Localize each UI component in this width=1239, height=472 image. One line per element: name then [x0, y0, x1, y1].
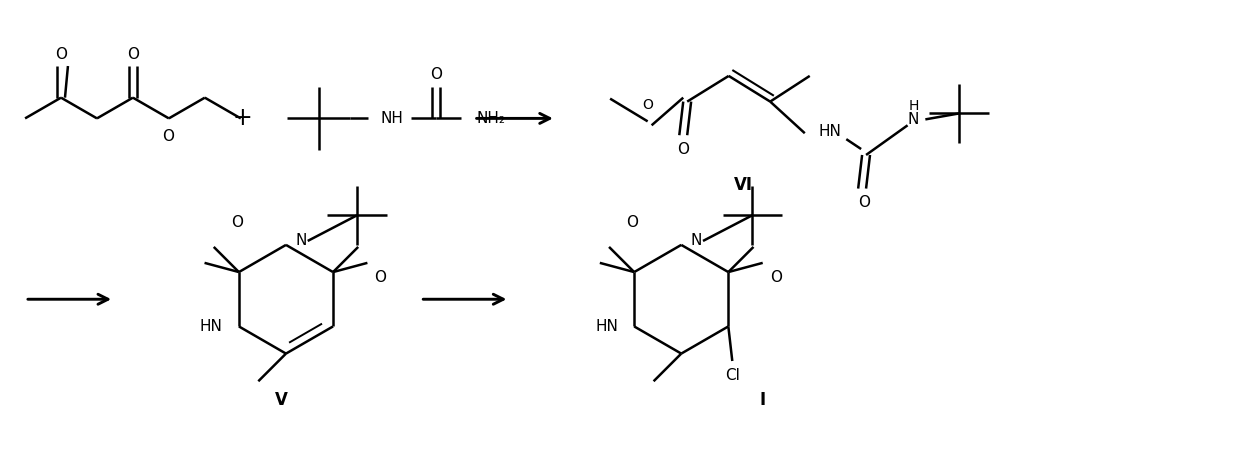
Text: O: O — [162, 129, 173, 143]
Text: I: I — [760, 391, 766, 409]
Text: O: O — [230, 215, 243, 230]
Text: O: O — [55, 47, 67, 62]
Text: O: O — [430, 67, 442, 83]
Text: O: O — [374, 270, 387, 285]
Text: HN: HN — [199, 319, 223, 334]
Text: Cl: Cl — [725, 368, 740, 383]
Text: N: N — [908, 112, 919, 127]
Text: O: O — [769, 270, 782, 285]
Text: O: O — [642, 98, 653, 111]
Text: O: O — [626, 215, 638, 230]
Text: HN: HN — [595, 319, 618, 334]
Text: O: O — [126, 47, 139, 62]
Text: V: V — [275, 391, 287, 409]
Text: H: H — [908, 99, 918, 112]
Text: O: O — [678, 142, 689, 157]
Text: VI: VI — [733, 176, 753, 194]
Text: O: O — [859, 195, 870, 210]
Text: NH: NH — [380, 111, 403, 126]
Text: N: N — [690, 234, 701, 248]
Text: NH₂: NH₂ — [476, 111, 506, 126]
Text: +: + — [233, 106, 253, 130]
Text: HN: HN — [818, 124, 841, 139]
Text: N: N — [295, 234, 306, 248]
